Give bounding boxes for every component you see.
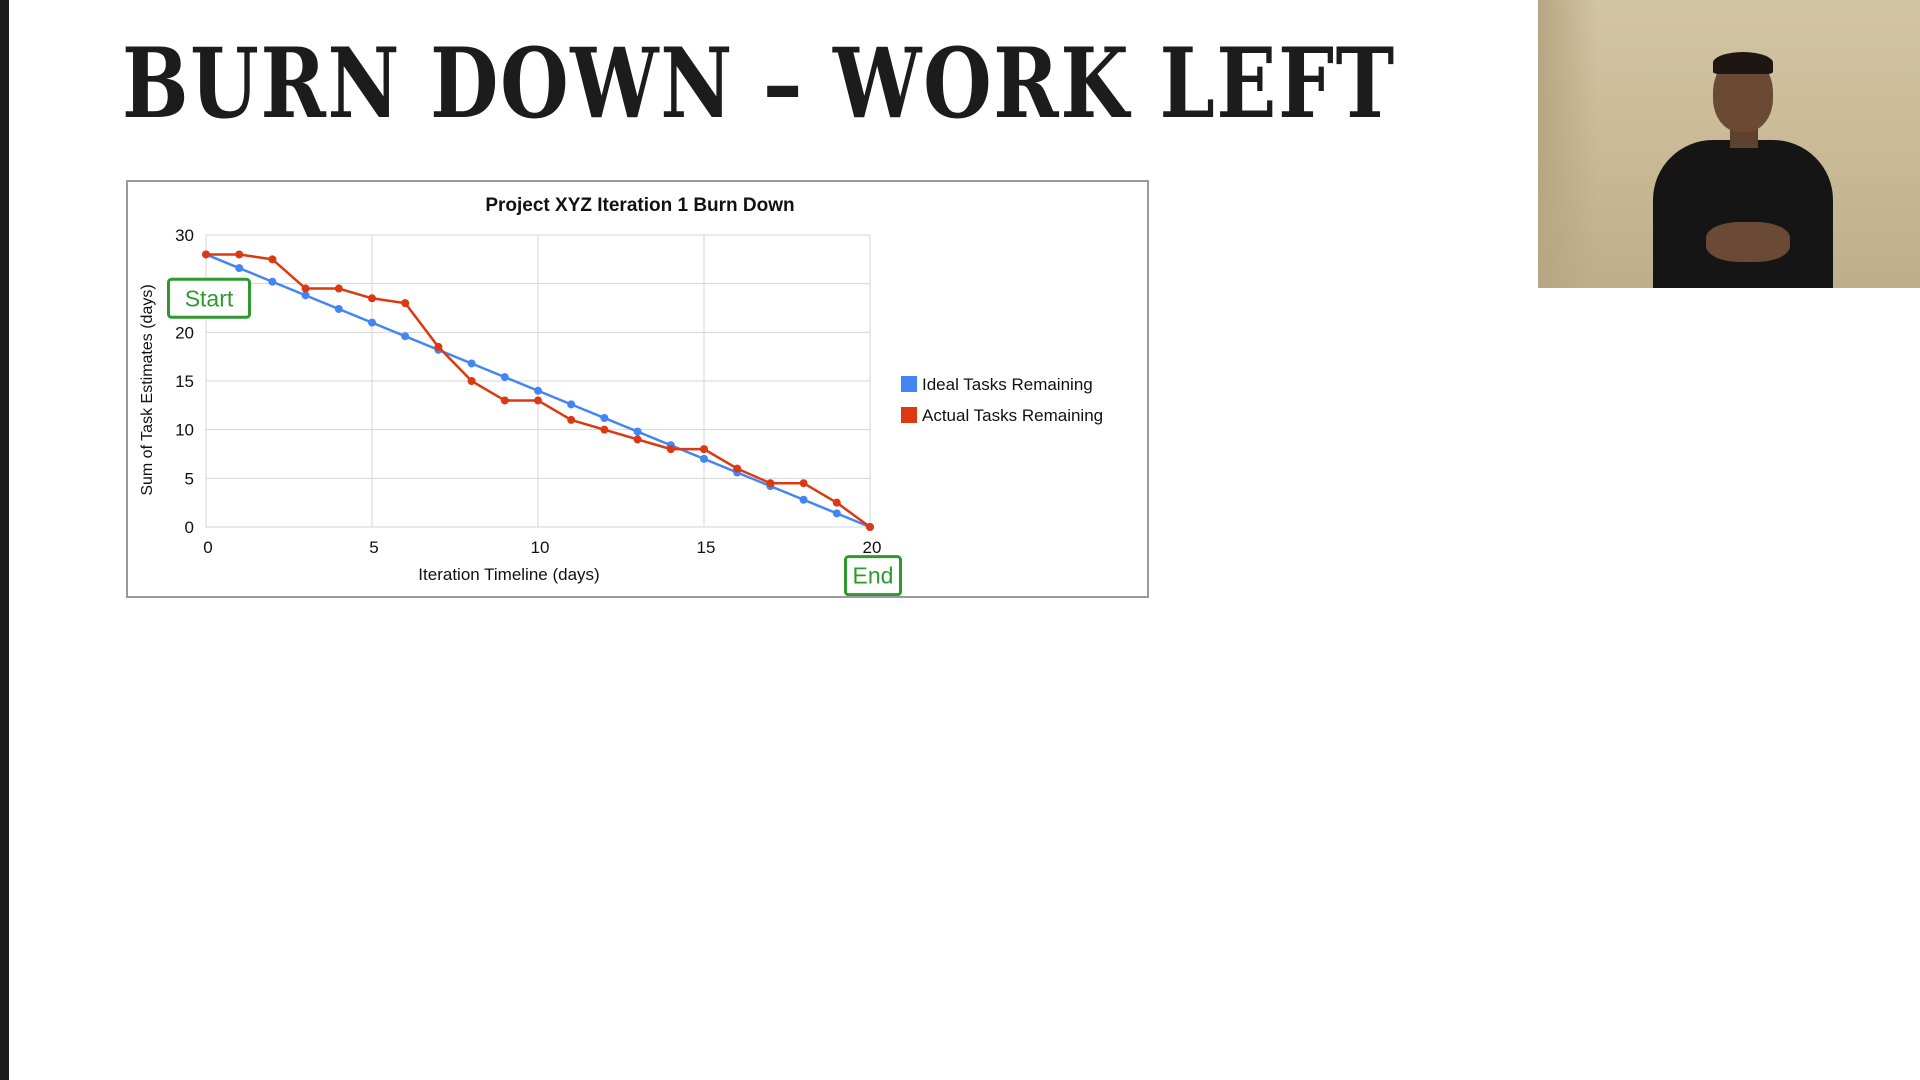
x-tick-label: 5: [369, 538, 378, 557]
presenter-hands: [1706, 222, 1790, 262]
annotation-label: Start: [185, 285, 234, 311]
presenter-hair: [1713, 52, 1773, 74]
series-1-point: [832, 509, 841, 518]
series-1-point: [633, 427, 642, 436]
series-2-point: [500, 396, 509, 405]
chart-svg: Project XYZ Iteration 1 Burn Down 0 5 10 15…: [139, 195, 1103, 596]
webcam-wall: [1538, 0, 1598, 288]
series-2-point: [633, 435, 642, 444]
series-2-point: [700, 445, 708, 454]
presenter-webcam: [1538, 0, 1920, 288]
left-edge-bar: [0, 0, 9, 1080]
x-tick-label: 15: [697, 538, 716, 557]
annotation-start: Start: [167, 277, 251, 319]
annotation-box: [844, 555, 902, 596]
series-2-point: [235, 250, 244, 259]
slide-title: BURN DOWN – WORK LEFT: [122, 27, 1396, 140]
series-1-point: [567, 400, 576, 409]
series-2-point: [666, 445, 675, 454]
y-tick-label: 10: [175, 421, 194, 440]
series-1-point: [534, 386, 542, 395]
series-1-point: [799, 495, 808, 504]
x-tick-label: 10: [531, 538, 550, 557]
series-1-point: [235, 264, 244, 273]
series-2-point: [866, 523, 874, 531]
series-2-point: [334, 284, 343, 293]
series-2-point: [268, 255, 277, 264]
burn-down-chart: Project XYZ Iteration 1 Burn Down 0 5 10 15…: [126, 180, 1149, 598]
series-1-point: [700, 454, 708, 463]
series-2-point: [434, 342, 443, 351]
series-layer: [202, 250, 874, 531]
series-2-point: [766, 479, 775, 488]
series-2-point: [832, 498, 841, 507]
series-1-point: [301, 291, 310, 300]
series-2-point: [467, 377, 476, 385]
y-tick-label: 5: [185, 469, 194, 488]
y-tick-label: 20: [175, 323, 194, 342]
series-1-point: [368, 318, 376, 327]
y-axis-label: Sum of Task Estimates (days): [139, 284, 156, 495]
presenter-torso: [1653, 140, 1833, 288]
series-2-point: [202, 250, 210, 259]
chart-title: Project XYZ Iteration 1 Burn Down: [485, 195, 794, 216]
series-1-point: [500, 373, 509, 382]
x-tick-label: 20: [863, 538, 882, 557]
annotation-label: End: [853, 563, 894, 589]
series-2-point: [534, 396, 542, 405]
series-1-point: [268, 277, 277, 286]
series-2-point: [401, 299, 410, 308]
legend: Ideal Tasks Remaining Actual Tasks Remain…: [901, 375, 1103, 425]
series-2-point: [799, 479, 808, 488]
legend-label: Ideal Tasks Remaining: [922, 375, 1093, 394]
series-2-point: [368, 294, 376, 303]
legend-swatch: [901, 407, 917, 423]
grid-lines: [205, 234, 871, 528]
series-2-point: [567, 415, 576, 424]
series-1-point: [600, 413, 609, 422]
series-1-point: [467, 359, 476, 368]
x-axis-label: Iteration Timeline (days): [418, 565, 599, 584]
annotations: Start End: [167, 277, 902, 596]
series-2-point: [301, 284, 310, 293]
series-1-point: [401, 332, 410, 341]
y-tick-label: 0: [185, 518, 194, 537]
y-tick-label: 15: [175, 372, 194, 391]
y-tick-label: 30: [175, 226, 194, 245]
annotation-box: [167, 277, 251, 319]
legend-swatch: [901, 376, 917, 392]
series-1-point: [334, 304, 343, 313]
series-2-point: [600, 425, 609, 434]
legend-label: Actual Tasks Remaining: [922, 406, 1103, 425]
x-tick-label: 0: [203, 538, 212, 557]
series-2-point: [733, 464, 742, 473]
annotation-end: End: [844, 555, 902, 596]
